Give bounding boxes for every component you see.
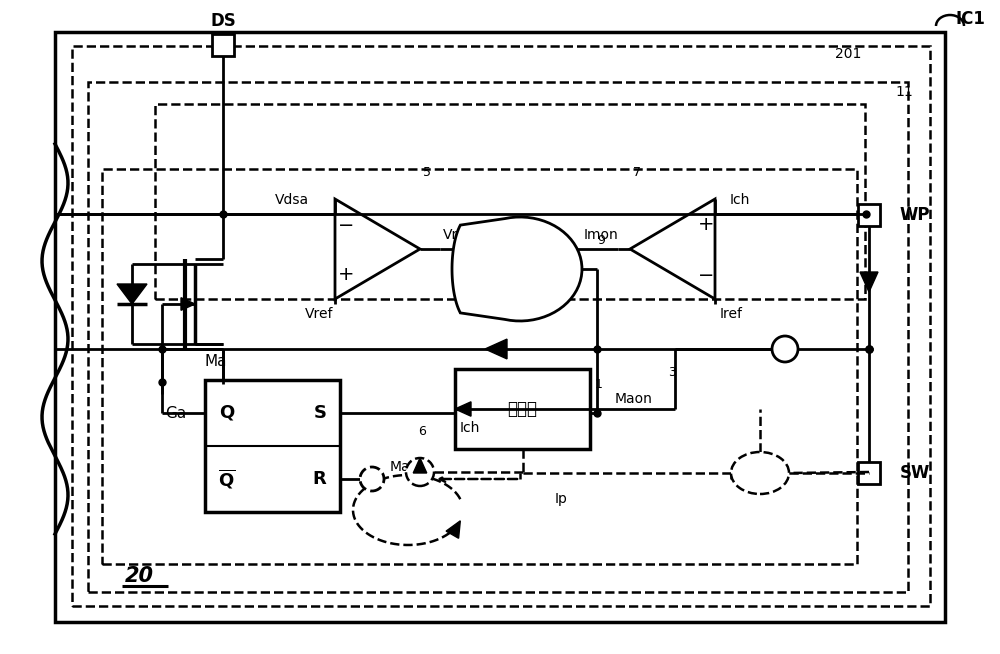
Text: Ich: Ich	[730, 193, 750, 207]
Text: $+$: $+$	[697, 215, 713, 233]
Text: IC1: IC1	[955, 10, 985, 28]
Bar	[55, 32, 945, 622]
Polygon shape	[455, 402, 471, 416]
Text: DS: DS	[210, 12, 236, 30]
Text: $\mathbf{R}$: $\mathbf{R}$	[312, 470, 328, 488]
Polygon shape	[452, 217, 582, 321]
Text: 20: 20	[125, 566, 154, 586]
Text: 7: 7	[633, 166, 641, 179]
Text: $-$: $-$	[697, 264, 713, 283]
Text: 201: 201	[835, 47, 861, 61]
Text: SW: SW	[900, 464, 930, 482]
Text: Iref: Iref	[720, 307, 743, 321]
Text: 3: 3	[668, 366, 676, 379]
Ellipse shape	[731, 452, 789, 494]
Polygon shape	[117, 284, 147, 304]
Bar	[858, 204, 880, 226]
Bar	[858, 462, 880, 484]
Polygon shape	[413, 458, 427, 473]
Text: Vmon: Vmon	[443, 228, 483, 242]
Bar	[88, 82, 908, 592]
Bar	[102, 169, 857, 564]
Text: $\mathbf{Q}$: $\mathbf{Q}$	[219, 404, 235, 422]
Bar	[72, 46, 930, 606]
Text: Ga: Ga	[165, 407, 186, 421]
Text: Ma: Ma	[205, 354, 227, 369]
Circle shape	[772, 336, 798, 362]
Text: Ich: Ich	[460, 421, 480, 435]
Bar	[212, 34, 234, 56]
Text: WP: WP	[900, 206, 930, 224]
Text: $+$: $+$	[337, 264, 353, 283]
Text: 5: 5	[423, 166, 431, 179]
Bar	[205, 380, 340, 512]
Text: $\mathbf{S}$: $\mathbf{S}$	[313, 404, 327, 422]
Polygon shape	[446, 521, 460, 538]
Text: Vdsa: Vdsa	[275, 193, 309, 207]
Text: 11: 11	[895, 85, 913, 99]
Text: $-$: $-$	[337, 215, 353, 233]
Text: Imon: Imon	[583, 228, 618, 242]
Text: 6: 6	[418, 425, 426, 438]
Circle shape	[406, 458, 434, 486]
Text: Ip: Ip	[555, 492, 568, 506]
Text: 1: 1	[595, 378, 603, 391]
Polygon shape	[181, 298, 195, 310]
Circle shape	[360, 467, 384, 491]
Text: Vref: Vref	[305, 307, 334, 321]
Polygon shape	[485, 339, 507, 359]
Text: Maoff: Maoff	[390, 460, 429, 474]
Text: $\mathbf{\overline{Q}}$: $\mathbf{\overline{Q}}$	[218, 468, 236, 490]
Polygon shape	[860, 272, 878, 292]
Text: 9: 9	[597, 234, 605, 247]
Text: 计时器: 计时器	[508, 400, 538, 418]
Bar	[455, 369, 590, 449]
Text: Maon: Maon	[615, 392, 653, 406]
Bar	[155, 104, 865, 299]
